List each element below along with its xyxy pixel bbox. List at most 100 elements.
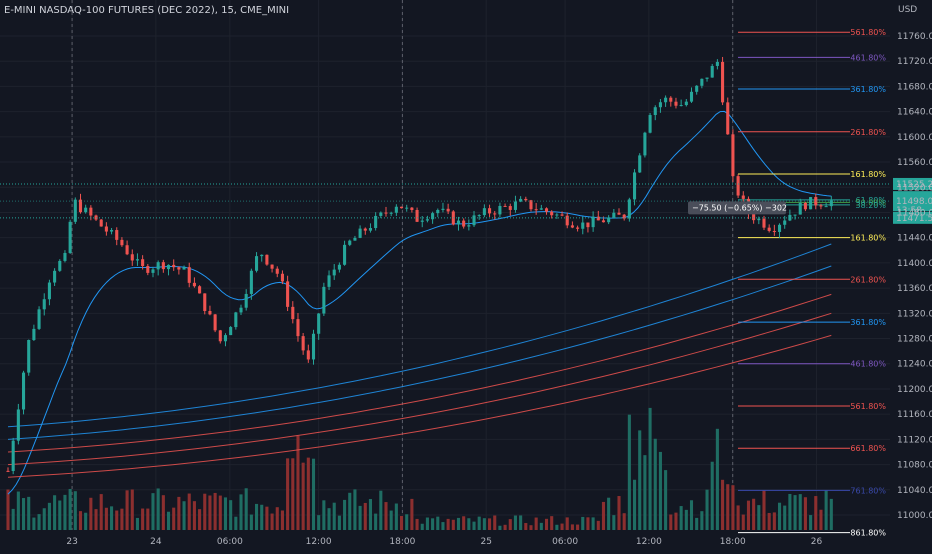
candle-body	[467, 225, 471, 227]
candle-body	[684, 101, 688, 106]
candle-body	[565, 215, 569, 226]
candle-body	[415, 209, 419, 222]
candle-body	[182, 267, 186, 270]
candle-body	[648, 115, 652, 133]
y-tick-label: 11760.00	[897, 32, 932, 42]
fib-label: 261.80%	[850, 128, 886, 137]
candle-body	[798, 202, 802, 215]
candle-body	[177, 267, 181, 270]
volume-bar	[544, 518, 549, 530]
y-tick-label: 11440.00	[897, 234, 932, 244]
volume-bar	[306, 457, 310, 530]
candle-body	[617, 212, 621, 215]
volume-bar	[653, 438, 657, 530]
volume-bar	[291, 458, 295, 530]
volume-bar	[622, 513, 626, 530]
candle-body	[301, 336, 305, 351]
candle-body	[425, 219, 429, 221]
candle-body	[172, 264, 176, 268]
candle-body	[394, 206, 398, 213]
volume-bar	[223, 497, 228, 530]
volume-bar	[379, 490, 383, 530]
volume-bar	[777, 502, 782, 530]
volume-bar	[151, 493, 155, 530]
candle-body	[115, 230, 119, 240]
volume-bar	[508, 519, 512, 530]
volume-bar	[524, 523, 528, 530]
candle-body	[679, 105, 683, 107]
volume-bar	[534, 517, 538, 530]
volume-bar	[715, 428, 719, 530]
volume-bar	[130, 489, 134, 530]
volume-bar	[177, 496, 181, 530]
candle-body	[125, 245, 129, 255]
candle-body	[431, 213, 435, 220]
volume-bar	[270, 513, 274, 530]
volume-bar	[674, 512, 678, 530]
candle-body	[42, 299, 46, 310]
lower-price-badge: 11471.50	[896, 214, 932, 224]
candle-body	[633, 172, 637, 200]
volume-bar	[436, 516, 440, 530]
countdown-label: 13:58	[896, 206, 922, 216]
volume-bar	[260, 504, 264, 530]
volume-bar	[638, 430, 642, 530]
candle-body	[53, 270, 57, 283]
volume-bar	[643, 455, 647, 530]
volume-bar	[156, 488, 160, 530]
volume-bar	[477, 516, 481, 530]
candle-body	[343, 244, 347, 265]
volume-bar	[529, 525, 533, 530]
candle-body	[218, 330, 222, 342]
volume-bar	[203, 493, 207, 530]
volume-bar	[337, 515, 341, 530]
volume-bar	[710, 461, 714, 530]
candle-body	[63, 252, 67, 261]
volume-bar	[104, 507, 108, 530]
candle-body	[156, 262, 160, 270]
volume-bar	[42, 508, 46, 530]
fib-label: 861.80%	[850, 529, 886, 538]
fib-label: 38.20%	[855, 201, 886, 210]
candle-body	[705, 77, 709, 79]
volume-bar	[187, 493, 191, 530]
volume-bar	[368, 499, 373, 530]
candle-body	[508, 206, 512, 210]
currency-label: USD	[898, 5, 917, 15]
candle-body	[446, 208, 450, 212]
x-tick-label: 25	[480, 537, 491, 547]
volume-bar	[146, 508, 150, 530]
candle-body	[337, 264, 341, 270]
fib-label: 761.80%	[850, 486, 886, 495]
volume-layer	[6, 407, 833, 530]
candle-body	[358, 228, 362, 238]
volume-bar	[482, 518, 486, 530]
volume-bar	[384, 502, 388, 530]
candle-body	[187, 267, 191, 283]
candle-body	[353, 237, 357, 241]
candle-body	[498, 205, 502, 215]
ema-slow	[7, 334, 832, 478]
volume-bar	[451, 519, 455, 530]
volume-bar	[446, 518, 450, 530]
volume-bar	[689, 500, 694, 530]
volume-bar	[829, 498, 833, 530]
volume-bar	[788, 493, 792, 530]
candle-body	[570, 225, 574, 228]
volume-bar	[192, 501, 196, 530]
volume-bar	[11, 508, 15, 530]
candle-body	[529, 200, 533, 210]
candle-body	[643, 132, 647, 156]
candle-body	[78, 199, 83, 213]
y-tick-label: 11640.00	[897, 108, 932, 118]
volume-bar	[182, 501, 186, 530]
x-tick-label: 18:00	[389, 537, 415, 547]
volume-bar	[166, 511, 171, 530]
candle-body	[819, 205, 823, 207]
volume-bar	[120, 508, 124, 530]
volume-bar	[135, 517, 139, 530]
candle-body	[104, 226, 108, 232]
volume-bar	[555, 524, 559, 530]
